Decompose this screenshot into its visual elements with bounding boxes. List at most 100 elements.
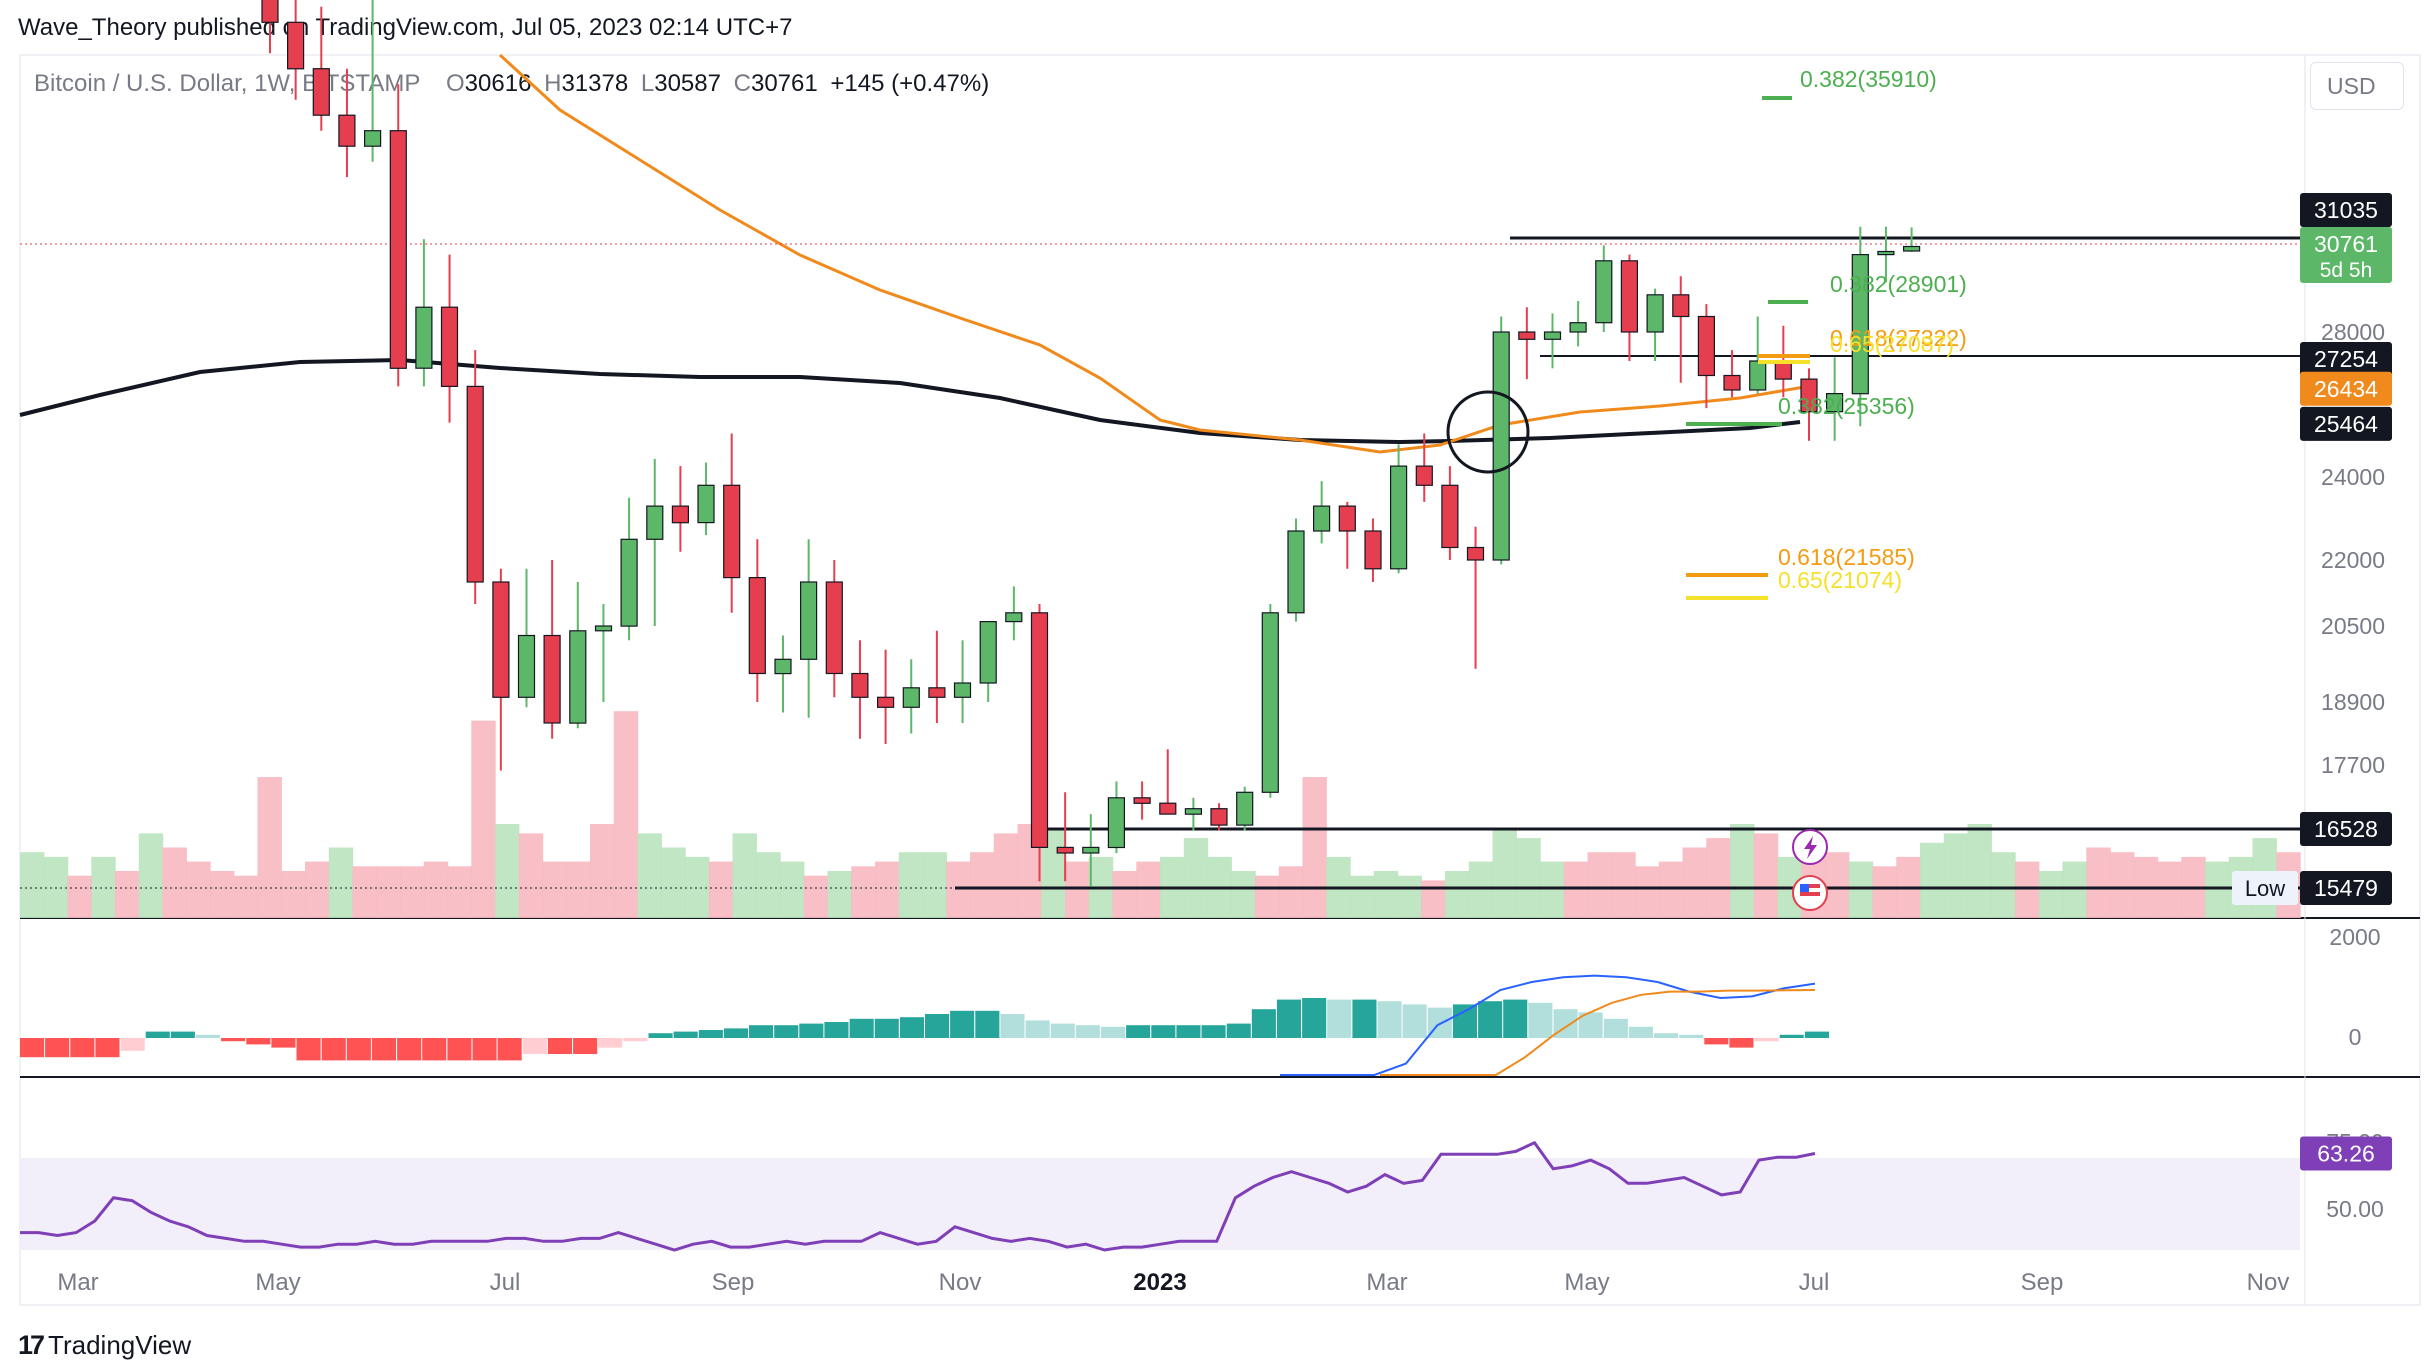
volume-bar: [423, 861, 449, 918]
volume-bar: [898, 852, 924, 918]
candle-body: [1441, 484, 1459, 549]
close-value: 30761: [750, 70, 818, 97]
candle-body: [1107, 797, 1126, 849]
volume-bar: [827, 871, 852, 918]
currency-selector[interactable]: USD: [2310, 62, 2404, 110]
macd-histogram-bar: [45, 1038, 70, 1058]
candle-body: [543, 634, 561, 724]
volume-bar: [1825, 852, 1850, 918]
tradingview-logo-icon: 17: [18, 1330, 45, 1360]
candle-body: [1389, 465, 1408, 570]
volume-bar: [1943, 833, 1969, 918]
time-tick-label: Jul: [490, 1269, 521, 1296]
candle-body: [1672, 294, 1690, 318]
candle-body: [671, 505, 690, 524]
macd-histogram-bar: [1654, 1033, 1679, 1038]
volume-bar: [756, 852, 781, 918]
volume-bar: [2038, 871, 2064, 918]
candle-body: [953, 682, 972, 698]
candle-body: [1825, 393, 1844, 413]
volume-bar: [1991, 852, 2016, 918]
macd-histogram-bar: [925, 1014, 950, 1038]
volume-bar: [1730, 824, 1755, 918]
price-tick-label: 20500: [2321, 613, 2385, 639]
macd-histogram-bar: [1503, 999, 1528, 1038]
volume-bar: [2015, 861, 2040, 918]
volume-bar: [43, 856, 69, 918]
tradingview-footer[interactable]: 17 TradingView: [18, 1330, 191, 1361]
macd-histogram-bar: [1302, 998, 1327, 1038]
candle-body: [748, 576, 766, 675]
macd-histogram-bar: [221, 1038, 246, 1042]
macd-histogram-bar: [1050, 1023, 1075, 1038]
volume-bar: [2086, 847, 2111, 918]
candle-body: [1877, 250, 1895, 256]
ohlc-readout: O30616 H31378 L30587 C30761 +145 (+0.47%…: [446, 70, 989, 98]
macd-histogram-bar: [120, 1038, 145, 1051]
macd-histogram-bar: [1151, 1025, 1176, 1038]
volume-bar: [780, 861, 805, 918]
candle-body: [1800, 378, 1818, 413]
candle-body: [1056, 846, 1074, 854]
volume-bar: [1706, 838, 1731, 918]
volume-bar: [2062, 861, 2087, 918]
candle-body: [1620, 260, 1639, 333]
candle-body: [825, 581, 843, 675]
volume-bar: [518, 833, 544, 918]
volume-bar: [1753, 833, 1779, 918]
volume-bar: [685, 856, 710, 918]
symbol-description: Bitcoin / U.S. Dollar, 1W, BITSTAMP: [34, 70, 421, 97]
volume-bar: [946, 861, 971, 918]
flag-stripe: [1800, 892, 1820, 896]
candle-body: [492, 581, 510, 698]
publish-info: Wave_Theory published on TradingView.com…: [18, 14, 793, 41]
volume-bar: [1373, 871, 1399, 918]
volume-bar: [305, 861, 330, 918]
candle-body: [851, 672, 869, 698]
macd-tick-label: 2000: [2329, 924, 2380, 950]
macd-histogram-bar: [296, 1038, 321, 1061]
flag-canton: [1800, 884, 1809, 892]
candle-body: [1236, 791, 1254, 826]
candle-body: [902, 687, 920, 708]
macd-histogram-bar: [1704, 1038, 1729, 1045]
sma-200-line: [19, 357, 1801, 445]
volume-bar: [257, 777, 282, 918]
price-label-text: 26434: [2314, 376, 2378, 402]
candle-body: [440, 306, 459, 388]
macd-line: [1280, 974, 1816, 1076]
fib-layer: 0.382(35910)0.382(28901)0.618(27322)0.65…: [1686, 66, 1967, 600]
flag-stripe: [1800, 884, 1820, 888]
macd-histogram-bar: [447, 1038, 472, 1061]
low-prefix-box: [2232, 871, 2298, 905]
macd-histogram-bar: [573, 1038, 598, 1054]
macd-histogram-bar: [749, 1025, 774, 1038]
candle-body: [723, 484, 741, 579]
change-value: +145 (+0.47%): [830, 70, 990, 97]
candle-body: [261, 0, 279, 23]
macd-histogram-bar: [1352, 999, 1377, 1038]
macd-histogram-bar: [70, 1038, 95, 1058]
macd-histogram-bar: [346, 1038, 371, 1061]
volume-bar: [1302, 777, 1327, 918]
macd-histogram-bar: [1603, 1018, 1628, 1038]
volume-bar: [1920, 842, 1945, 918]
macd-histogram-bar: [1754, 1038, 1779, 1042]
macd-histogram-bar: [723, 1028, 748, 1038]
macd-histogram-bar: [1528, 1002, 1553, 1038]
macd-histogram-bar: [1628, 1026, 1653, 1038]
macd-histogram-bar: [321, 1038, 346, 1061]
macd-histogram-bar: [975, 1010, 1000, 1038]
time-tick-label: Jul: [1799, 1269, 1830, 1296]
candle-body: [517, 634, 536, 698]
macd-histogram-bar: [1377, 1001, 1402, 1038]
candle-body: [1005, 612, 1023, 623]
volume-bar: [1635, 866, 1660, 918]
open-label: O: [446, 70, 465, 97]
macd-histogram-bar: [774, 1025, 799, 1038]
price-axis: 28000 24000 22000 20500 18900 17700: [2321, 319, 2385, 778]
volume-bar: [186, 861, 211, 918]
